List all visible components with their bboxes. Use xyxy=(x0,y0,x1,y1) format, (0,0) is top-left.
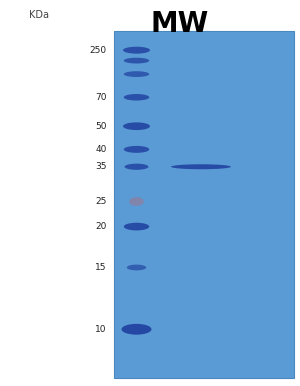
Text: 40: 40 xyxy=(95,145,106,154)
Text: 15: 15 xyxy=(95,263,106,272)
Ellipse shape xyxy=(123,122,150,130)
Text: 20: 20 xyxy=(95,222,106,231)
Ellipse shape xyxy=(124,94,149,100)
Text: MW: MW xyxy=(151,10,209,38)
Text: 70: 70 xyxy=(95,93,106,102)
Ellipse shape xyxy=(124,146,149,153)
Ellipse shape xyxy=(171,164,231,169)
Text: 50: 50 xyxy=(95,122,106,131)
Ellipse shape xyxy=(129,197,144,206)
Text: 10: 10 xyxy=(95,325,106,334)
Ellipse shape xyxy=(124,164,148,170)
Text: KDa: KDa xyxy=(29,10,49,20)
Ellipse shape xyxy=(123,47,150,54)
Ellipse shape xyxy=(127,265,146,270)
Text: 35: 35 xyxy=(95,162,106,171)
FancyBboxPatch shape xyxy=(114,31,294,378)
Ellipse shape xyxy=(124,58,149,63)
Ellipse shape xyxy=(124,71,149,77)
Ellipse shape xyxy=(122,324,152,335)
Text: 250: 250 xyxy=(89,46,106,55)
Text: 25: 25 xyxy=(95,197,106,206)
Ellipse shape xyxy=(124,223,149,230)
